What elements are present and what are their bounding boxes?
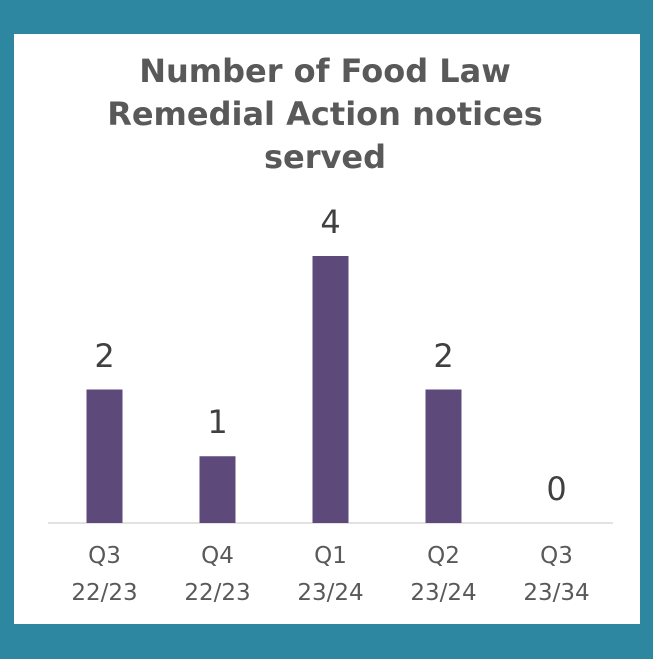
x-tick-label: Q3 23/34 — [523, 543, 590, 606]
data-label: 4 — [320, 203, 341, 241]
data-label: 1 — [207, 403, 228, 442]
bar — [312, 256, 349, 523]
data-label: 2 — [433, 336, 454, 375]
x-tick-label: Q2 23/24 — [410, 543, 477, 606]
bar — [199, 456, 236, 523]
x-tick-label: Q4 22/23 — [184, 543, 251, 606]
x-tick-label: Q1 23/24 — [297, 543, 364, 606]
chart-title: Number of Food Law Remedial Action notic… — [107, 52, 543, 176]
data-label: 0 — [546, 470, 567, 508]
bar — [86, 389, 123, 523]
data-label: 2 — [94, 336, 115, 375]
x-tick-label: Q3 22/23 — [71, 543, 138, 606]
bar — [425, 389, 462, 523]
